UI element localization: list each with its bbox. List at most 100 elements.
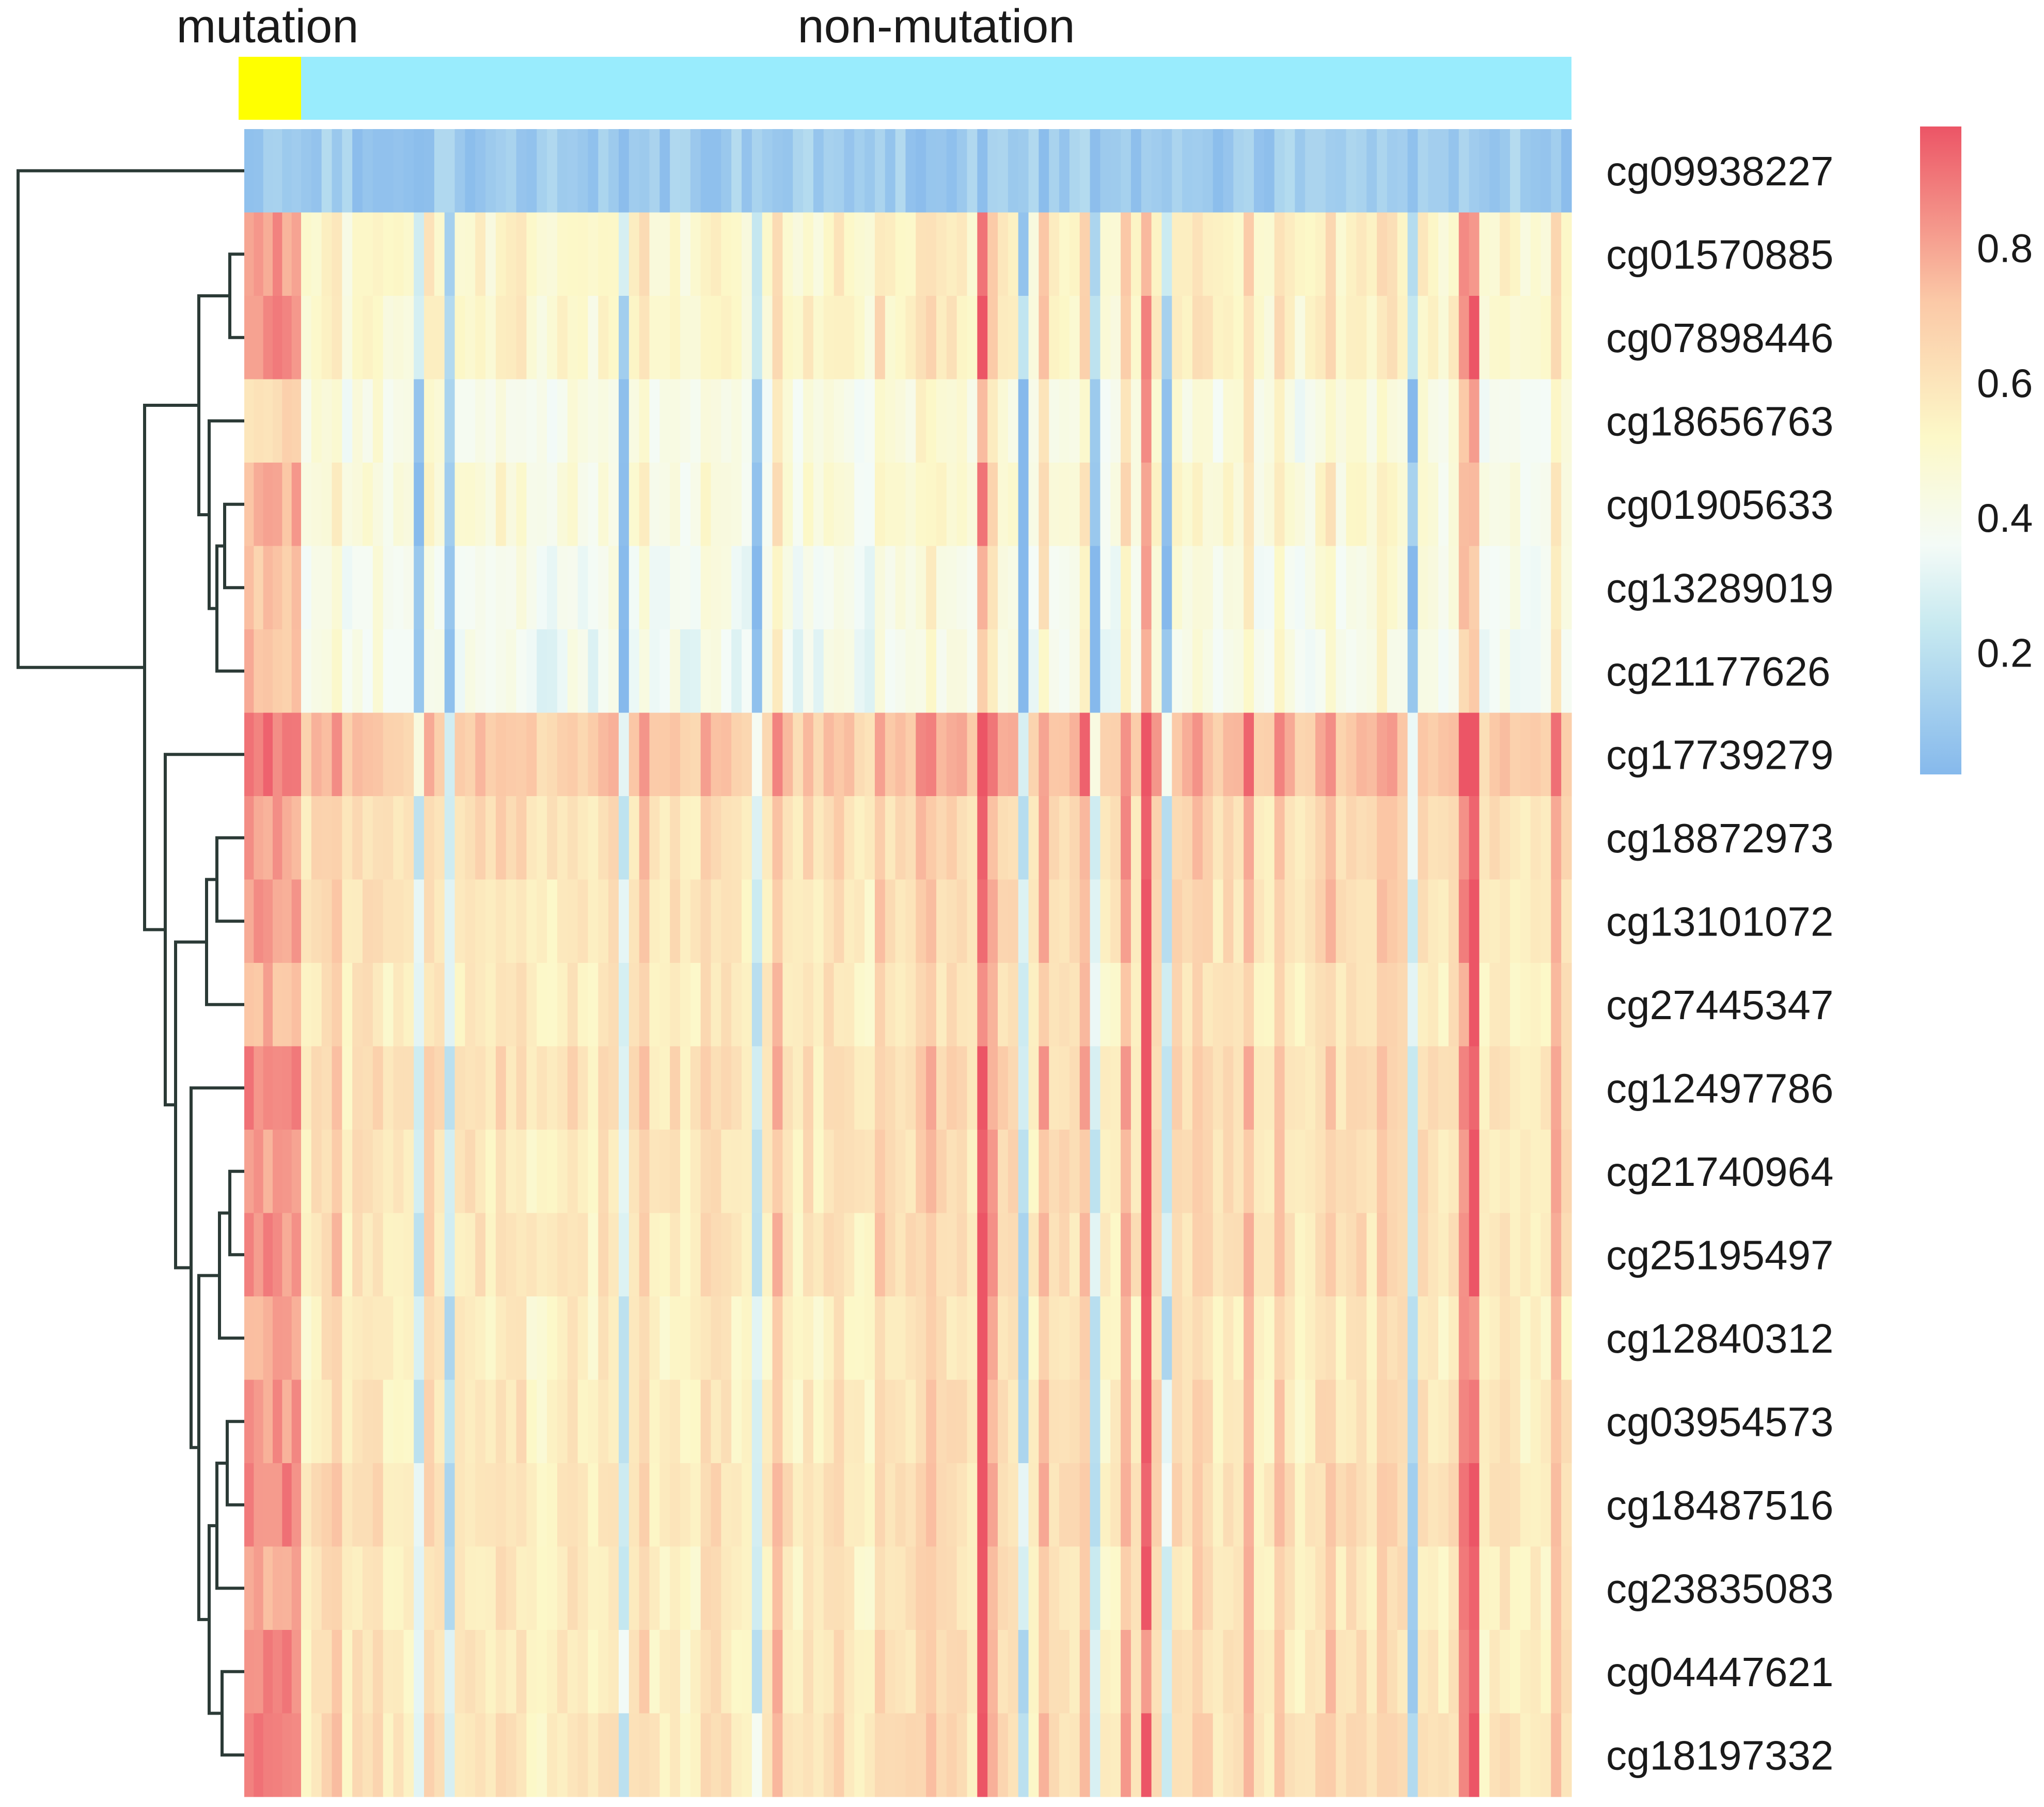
heatmap-cell — [244, 1296, 254, 1381]
heatmap-cell — [1172, 1380, 1183, 1464]
heatmap-cell — [721, 1546, 732, 1630]
heatmap-cell — [342, 1046, 353, 1130]
heatmap-cell — [874, 1296, 886, 1381]
heatmap-cell — [895, 1463, 906, 1547]
heatmap-cell — [1161, 796, 1172, 880]
heatmap-cell — [526, 1296, 537, 1381]
heatmap-cell — [1295, 1630, 1306, 1714]
heatmap-cell — [1458, 796, 1470, 880]
heatmap-cell — [403, 129, 414, 213]
heatmap-cell — [1335, 963, 1347, 1047]
heatmap-cell — [1028, 1130, 1039, 1214]
heatmap-cell — [1182, 1630, 1193, 1714]
heatmap-cell — [946, 1380, 957, 1464]
heatmap-cell — [1346, 1546, 1357, 1630]
heatmap-cell — [342, 629, 353, 714]
heatmap-cell — [823, 1546, 835, 1630]
heatmap-cell — [363, 1630, 373, 1714]
heatmap-cell — [577, 1463, 589, 1547]
heatmap-cell — [762, 129, 773, 213]
heatmap-cell — [1397, 1130, 1408, 1214]
heatmap-cell — [721, 1630, 732, 1714]
heatmap-cell — [721, 629, 732, 714]
heatmap-cell — [854, 129, 865, 213]
heatmap-cell — [864, 1380, 875, 1464]
heatmap-cell — [874, 879, 886, 963]
heatmap-cell — [874, 1713, 886, 1797]
heatmap-cell — [1377, 1130, 1388, 1214]
heatmap-cell — [1008, 129, 1019, 213]
heatmap-cell — [967, 629, 978, 714]
heatmap-cell — [1049, 1713, 1060, 1797]
heatmap-cell — [1172, 212, 1183, 296]
heatmap-cell — [434, 546, 445, 630]
heatmap-cell — [1356, 1463, 1367, 1547]
heatmap-cell — [1407, 1046, 1419, 1130]
heatmap-cell — [1530, 546, 1542, 630]
heatmap-cell — [1244, 129, 1254, 213]
heatmap-cell — [782, 379, 793, 463]
row-label-cg18197332: cg18197332 — [1606, 1732, 1833, 1778]
heatmap-cell — [1346, 379, 1357, 463]
heatmap-cell — [1479, 1380, 1490, 1464]
heatmap-cell — [1018, 1546, 1029, 1630]
heatmap-cell — [244, 1213, 254, 1297]
heatmap-cell — [352, 1380, 363, 1464]
heatmap-cell — [967, 1046, 978, 1130]
heatmap-cell — [659, 1463, 670, 1547]
heatmap-cell — [372, 1380, 384, 1464]
heatmap-cell — [1161, 1046, 1172, 1130]
heatmap-cell — [946, 129, 957, 213]
heatmap-cell — [383, 1463, 394, 1547]
heatmap-cell — [1305, 879, 1316, 963]
heatmap-cell — [751, 1546, 763, 1630]
heatmap-cell — [1438, 379, 1449, 463]
heatmap-cell — [1397, 712, 1408, 797]
heatmap-cell — [588, 1380, 599, 1464]
heatmap-cell — [1397, 129, 1408, 213]
heatmap-cell — [742, 1296, 752, 1381]
heatmap-cell — [1028, 1463, 1039, 1547]
heatmap-cell — [874, 463, 886, 547]
heatmap-cell — [751, 712, 763, 797]
heatmap-cell — [731, 296, 742, 380]
heatmap-cell — [291, 129, 302, 213]
heatmap-cell — [393, 1296, 404, 1381]
heatmap-cell — [1254, 796, 1265, 880]
heatmap-cell — [465, 1630, 476, 1714]
heatmap-cell — [516, 463, 527, 547]
heatmap-cell — [721, 1046, 732, 1130]
heatmap-cell — [793, 712, 804, 797]
heatmap-cell — [424, 1046, 435, 1130]
heatmap-cell — [291, 796, 302, 880]
heatmap-cell — [1469, 129, 1480, 213]
colorbar-tick-label: 0.2 — [1977, 630, 2033, 676]
heatmap-cell — [987, 296, 998, 380]
heatmap-cell — [1305, 129, 1316, 213]
heatmap-cell — [1520, 879, 1531, 963]
heatmap-cell — [263, 1213, 273, 1297]
heatmap-cell — [1028, 1046, 1039, 1130]
heatmap-cell — [321, 1546, 333, 1630]
heatmap-cell — [1172, 1046, 1183, 1130]
heatmap-cell — [1141, 712, 1152, 797]
heatmap-cell — [639, 1546, 650, 1630]
heatmap-cell — [1428, 1213, 1439, 1297]
heatmap-cell — [1561, 212, 1572, 296]
heatmap-cell — [854, 546, 865, 630]
heatmap-cell — [751, 1296, 763, 1381]
heatmap-cell — [1397, 1630, 1408, 1714]
heatmap-cell — [946, 796, 957, 880]
heatmap-cell — [321, 1130, 333, 1214]
heatmap-cell — [834, 1463, 845, 1547]
heatmap-cell — [263, 796, 273, 880]
heatmap-cell — [742, 1630, 752, 1714]
heatmap-cell — [1500, 129, 1511, 213]
heatmap-cell — [1130, 629, 1142, 714]
heatmap-cell — [1100, 1130, 1111, 1214]
heatmap-cell — [926, 1630, 937, 1714]
heatmap-cell — [537, 1546, 547, 1630]
heatmap-cell — [659, 1380, 670, 1464]
heatmap-cell — [1110, 796, 1121, 880]
heatmap-cell — [332, 1296, 342, 1381]
